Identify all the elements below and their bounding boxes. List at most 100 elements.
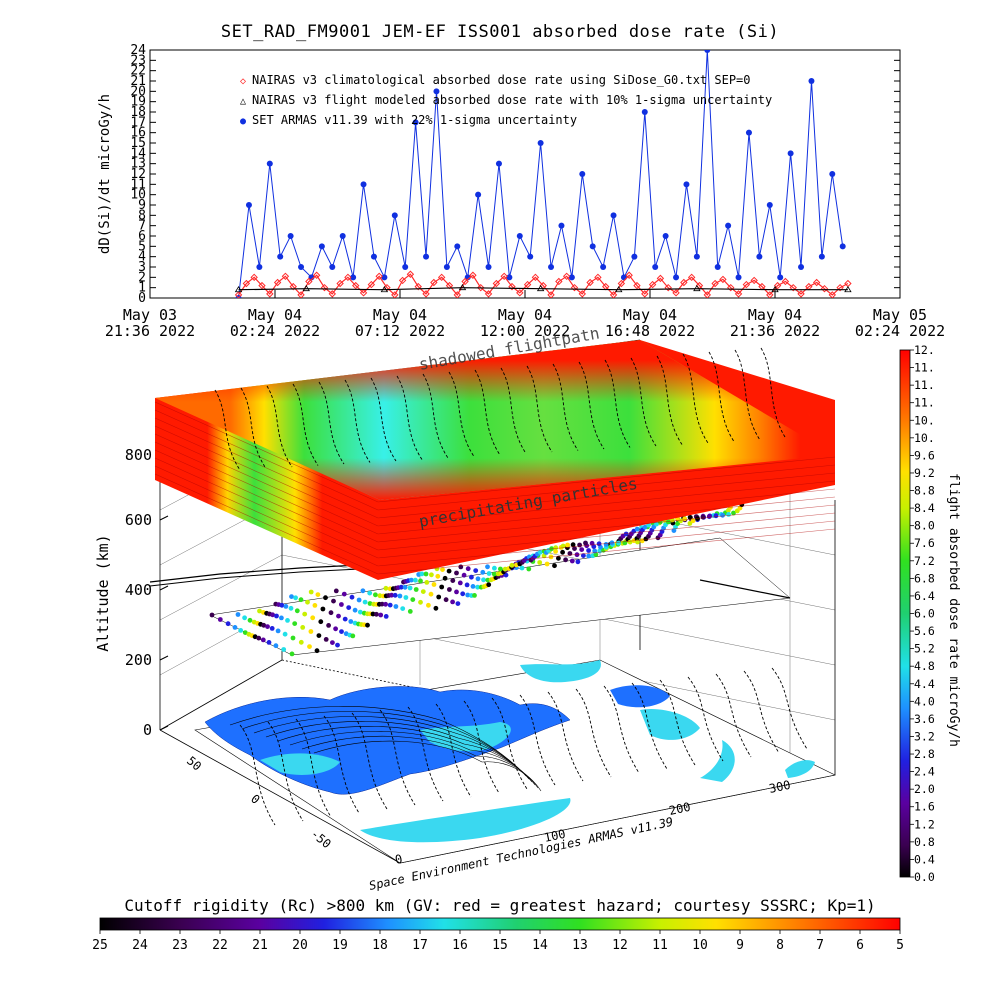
flight-path-point <box>298 639 304 645</box>
y-tick-label: 9 <box>138 198 146 213</box>
shadow-track <box>240 387 267 469</box>
slab-stripe <box>377 480 836 527</box>
flight-path-point <box>569 558 575 564</box>
flight-path-point <box>393 604 399 609</box>
surface-track <box>463 700 500 794</box>
flight-path-point <box>486 582 492 588</box>
flight-path-point <box>579 547 585 552</box>
flight-path-point <box>293 595 298 601</box>
armas-point <box>610 212 617 219</box>
nairas-flight-point <box>380 285 389 293</box>
flight-path-point <box>298 597 304 603</box>
altitude-ticks: 0 200 400 600 800 <box>125 446 169 739</box>
nairas-clim-point <box>266 290 274 298</box>
flight-path-point <box>343 631 349 637</box>
armas-point <box>516 233 523 239</box>
nairas-clim-point <box>625 271 633 279</box>
armas-point <box>287 233 294 239</box>
shadow-track <box>344 379 371 463</box>
shadow-track <box>578 361 605 450</box>
right-colorbar-tick-label: 8.8 <box>914 484 935 498</box>
nairas-clim-point <box>492 279 501 288</box>
surface-track <box>575 688 612 778</box>
y-tick-label: 19 <box>130 95 146 110</box>
armas-point <box>485 264 492 270</box>
y-tick-label: 5 <box>138 239 146 254</box>
surface-track <box>351 712 388 810</box>
altitude-tick-label: 800 <box>125 446 152 464</box>
map-contour <box>289 731 536 786</box>
y-tick-label: 23 <box>130 53 146 68</box>
flight-path-point <box>397 593 403 599</box>
flight-path-point <box>225 621 231 627</box>
nairas-clim-point <box>516 289 524 297</box>
nairas-clim-point <box>336 279 344 288</box>
flight-path-point <box>454 589 459 595</box>
slab-stripe <box>154 433 379 535</box>
nairas-clim-point <box>797 290 805 298</box>
flight-path-point <box>424 580 430 585</box>
flight-path-point <box>498 566 503 572</box>
flight-path-point <box>439 584 445 590</box>
slab-stripe <box>154 449 379 551</box>
legend-symbol: ● <box>240 116 246 127</box>
lon-tick-0: 0 <box>394 852 404 867</box>
surface-track <box>435 703 472 798</box>
y-tick-label: 17 <box>130 115 146 130</box>
shadow-track <box>526 365 553 453</box>
bottom-colorbar-tick-label: 25 <box>92 938 108 953</box>
shadow-track <box>708 351 735 442</box>
armas-point <box>829 171 836 177</box>
flight-path-point <box>560 543 566 549</box>
right-colorbar-tick-label: 11. <box>914 396 935 410</box>
flight-path-point <box>279 602 285 608</box>
flight-path-point <box>265 624 270 629</box>
slab-stripe <box>154 473 379 575</box>
nairas-clim-point <box>273 278 282 287</box>
right-colorbar-tick-label: 10. <box>914 413 935 427</box>
right-colorbar-label: flight absorbed dose rate microGy/h <box>946 473 961 747</box>
x-tick-label-time: 02:24 2022 <box>230 322 320 340</box>
flight-path-point <box>281 647 287 652</box>
flight-path-point <box>403 595 409 600</box>
flight-path-point <box>560 549 565 555</box>
right-colorbar-tick-label: 3.2 <box>914 729 935 743</box>
bottom-colorbar: 25 24 23 22 21 20 19 18 17 16 15 14 13 12 11 10 9 8 7 6 5 <box>92 917 904 953</box>
map-contour <box>241 711 524 774</box>
nairas-clim-point <box>523 280 532 289</box>
bottom-colorbar-tick-label: 5 <box>896 938 904 953</box>
flight-path-point <box>413 587 419 592</box>
flight-path-point <box>418 599 423 605</box>
flight-path-point <box>398 584 404 590</box>
armas-point <box>266 160 273 167</box>
right-colorbar-tick-label: 9.2 <box>914 466 935 480</box>
nairas-clim-point <box>711 279 719 288</box>
flight-path-point <box>300 625 306 630</box>
bottom-colorbar-tick-label: 14 <box>532 938 548 953</box>
flight-path-point <box>289 594 294 599</box>
flight-path-point <box>407 609 413 614</box>
nairas-clim-point <box>391 291 399 298</box>
nairas-clim-point <box>617 279 626 288</box>
flight-path-point <box>593 552 599 557</box>
flight-path-point <box>447 587 452 592</box>
armas-point <box>745 129 752 136</box>
flight-path-point <box>603 542 609 547</box>
flight-path-point <box>274 613 279 619</box>
x-tick-label-time: 21:36 2022 <box>730 322 820 340</box>
slab-stripe <box>154 465 379 567</box>
armas-point <box>329 264 336 270</box>
slab-stripe <box>377 488 836 535</box>
flight-path-point <box>472 593 477 598</box>
flight-path-point <box>290 635 296 641</box>
nairas-clim-point <box>609 291 618 298</box>
armas-point <box>277 253 284 260</box>
armas-point <box>318 243 325 250</box>
altitude-axis-label: Altitude (km) <box>94 534 112 651</box>
flight-path-point <box>666 519 671 525</box>
armas-point <box>673 274 680 281</box>
nairas-clim-point <box>469 271 477 279</box>
armas-point <box>537 140 544 146</box>
flight-path-point <box>455 601 461 606</box>
